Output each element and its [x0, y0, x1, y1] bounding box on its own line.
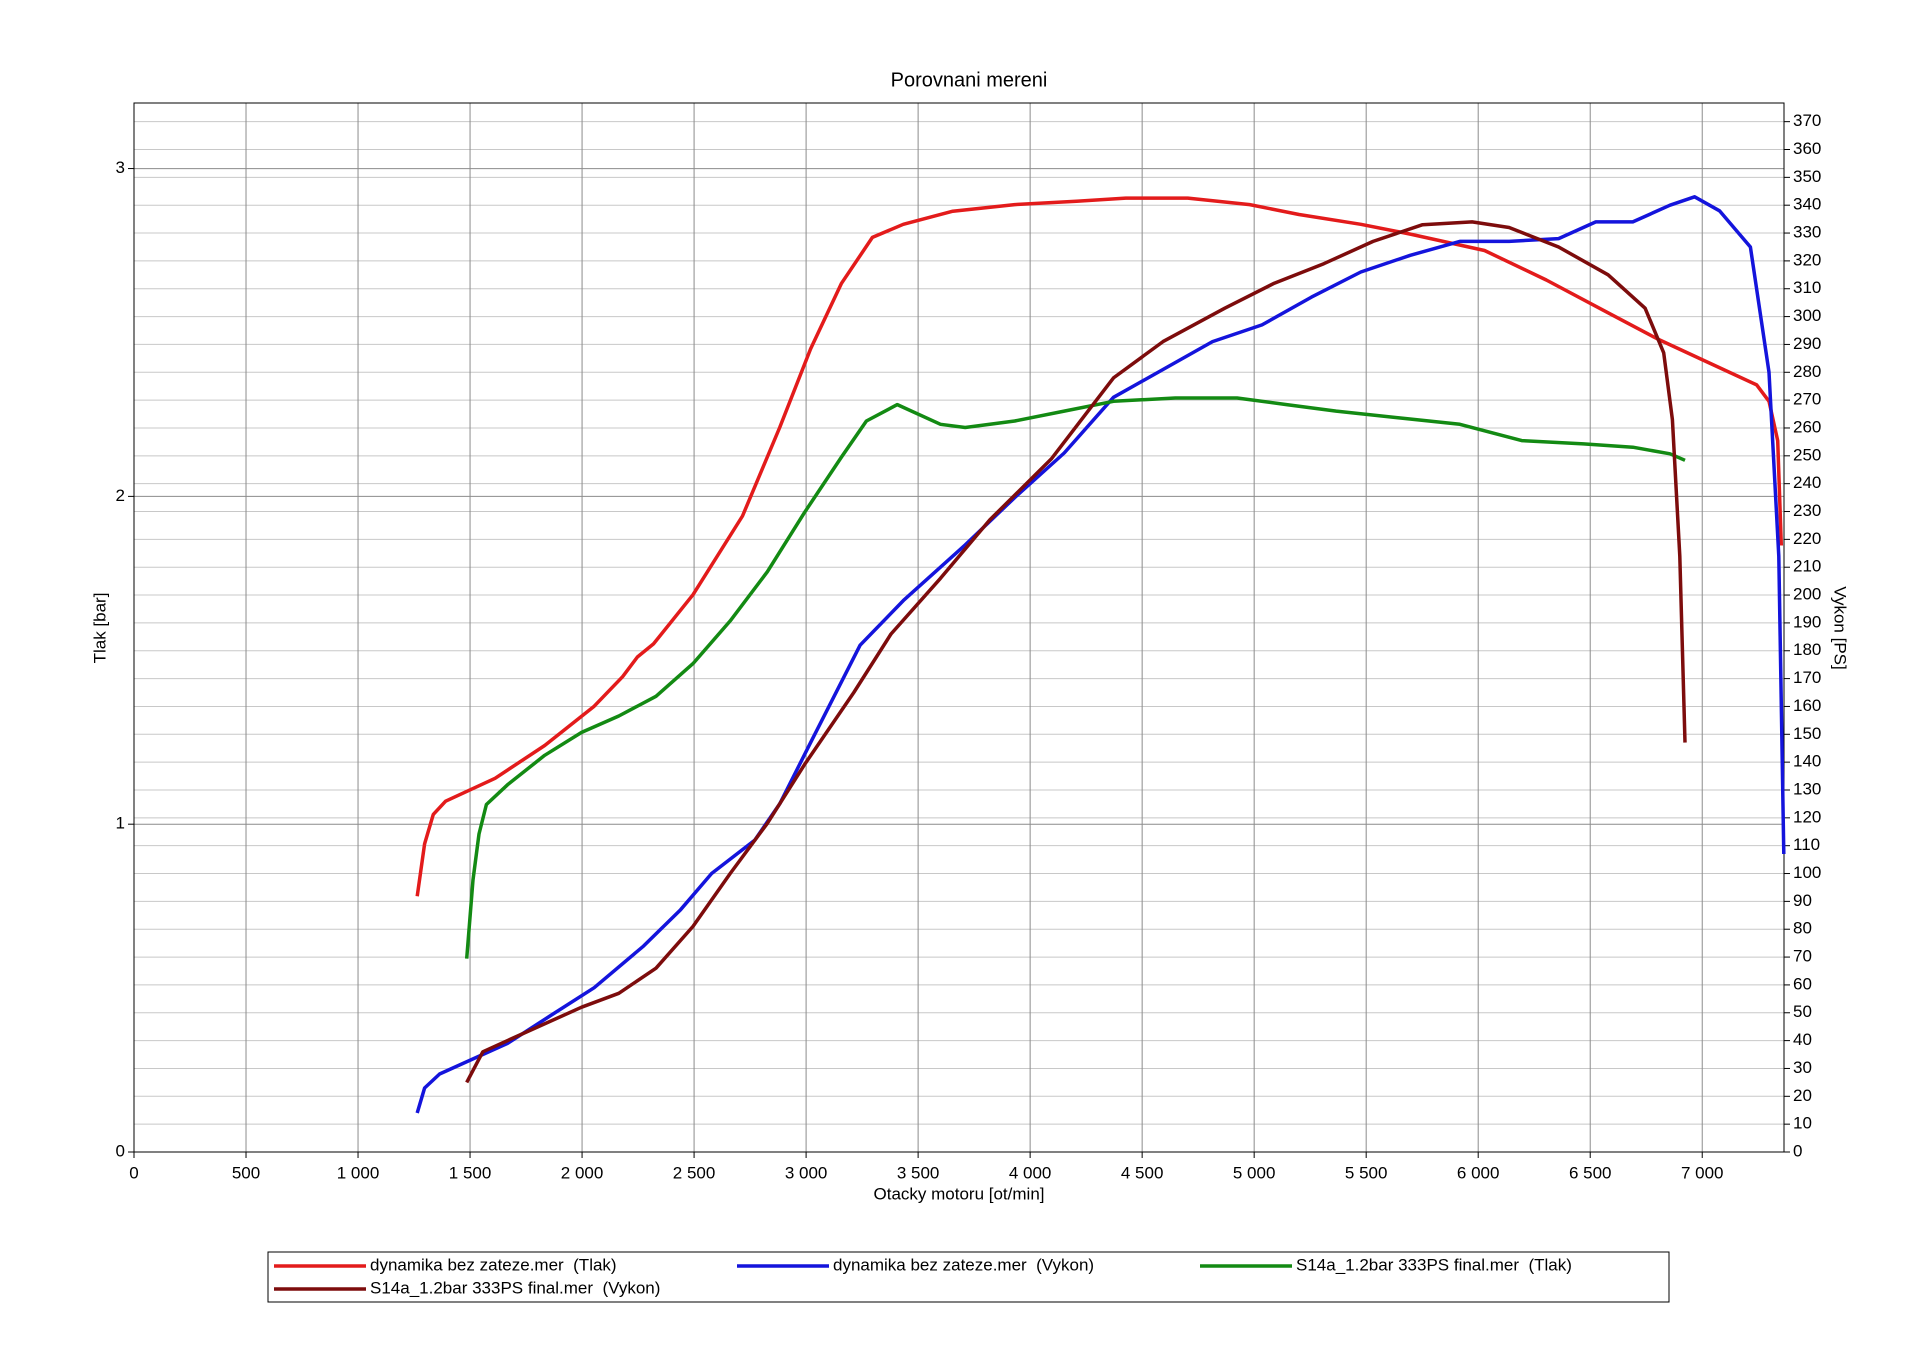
x-tick-label: 3 000	[785, 1163, 828, 1182]
y2-tick-label: 10	[1793, 1114, 1812, 1133]
y2-tick-label: 370	[1793, 111, 1821, 130]
y2-tick-label: 80	[1793, 919, 1812, 938]
y2-tick-label: 210	[1793, 557, 1821, 576]
y2-tick-label: 310	[1793, 278, 1821, 297]
y2-tick-label: 90	[1793, 891, 1812, 910]
x-tick-label: 4 000	[1009, 1163, 1052, 1182]
x-axis-label: Otacky motoru [ot/min]	[874, 1184, 1045, 1203]
y2-tick-label: 250	[1793, 445, 1821, 464]
y2-tick-label: 190	[1793, 612, 1821, 631]
series-line	[415, 196, 1784, 897]
y2-tick-label: 0	[1793, 1141, 1802, 1160]
x-tick-label: 7 000	[1681, 1163, 1724, 1182]
x-tick-label: 6 500	[1569, 1163, 1612, 1182]
y2-tick-label: 220	[1793, 529, 1821, 548]
y2-tick-label: 230	[1793, 501, 1821, 520]
y2-tick-label: 160	[1793, 696, 1821, 715]
y2-tick-label: 40	[1793, 1030, 1812, 1049]
y2-tick-label: 20	[1793, 1086, 1812, 1105]
x-tick-label: 5 500	[1345, 1163, 1388, 1182]
legend-label: dynamika bez zateze.mer (Vykon)	[833, 1255, 1094, 1274]
y2-tick-label: 360	[1793, 139, 1821, 158]
y2-tick-label: 150	[1793, 724, 1821, 743]
x-tick-label: 500	[232, 1163, 260, 1182]
y2-axis-label: Vykon [PS]	[1831, 586, 1850, 669]
x-tick-label: 5 000	[1233, 1163, 1276, 1182]
x-tick-label: 0	[129, 1163, 138, 1182]
chart-title: Porovnani mereni	[891, 69, 1048, 91]
x-tick-label: 1 500	[449, 1163, 492, 1182]
y2-tick-label: 110	[1793, 835, 1820, 854]
x-tick-label: 2 500	[673, 1163, 716, 1182]
y2-tick-label: 270	[1793, 390, 1821, 409]
x-tick-label: 6 000	[1457, 1163, 1500, 1182]
x-tick-label: 1 000	[337, 1163, 380, 1182]
y2-tick-label: 350	[1793, 167, 1821, 186]
series-line	[465, 220, 1687, 1084]
x-tick-label: 3 500	[897, 1163, 940, 1182]
y2-tick-label: 340	[1793, 195, 1821, 214]
y-tick-label: 0	[116, 1141, 125, 1160]
y-axis-label: Tlak [bar]	[90, 593, 109, 664]
y2-tick-label: 300	[1793, 306, 1821, 325]
y2-tick-label: 240	[1793, 473, 1821, 492]
y2-tick-label: 320	[1793, 250, 1821, 269]
y2-tick-label: 330	[1793, 223, 1821, 242]
legend-label: S14a_1.2bar 333PS final.mer (Vykon)	[370, 1278, 660, 1297]
series-line	[415, 195, 1786, 1114]
y2-tick-label: 140	[1793, 752, 1821, 771]
y2-tick-label: 130	[1793, 779, 1821, 798]
y-tick-label: 2	[116, 486, 125, 505]
y2-tick-label: 30	[1793, 1058, 1812, 1077]
x-tick-label: 2 000	[561, 1163, 604, 1182]
series-line	[464, 396, 1686, 959]
y2-tick-label: 50	[1793, 1002, 1812, 1021]
y2-tick-label: 70	[1793, 947, 1812, 966]
y-tick-label: 3	[116, 158, 125, 177]
y2-tick-label: 280	[1793, 362, 1821, 381]
y2-tick-label: 170	[1793, 668, 1821, 687]
y2-tick-label: 180	[1793, 640, 1821, 659]
plot-frame	[133, 102, 1785, 1153]
legend-box	[267, 1251, 1670, 1303]
legend-label: dynamika bez zateze.mer (Tlak)	[370, 1255, 617, 1274]
y2-tick-label: 60	[1793, 974, 1812, 993]
y2-tick-label: 100	[1793, 863, 1821, 882]
legend-label: S14a_1.2bar 333PS final.mer (Tlak)	[1296, 1255, 1572, 1274]
y-tick-label: 1	[116, 814, 125, 833]
y2-tick-label: 120	[1793, 807, 1821, 826]
y2-tick-label: 200	[1793, 585, 1821, 604]
y2-tick-label: 290	[1793, 334, 1821, 353]
y2-tick-label: 260	[1793, 417, 1821, 436]
x-tick-label: 4 500	[1121, 1163, 1164, 1182]
